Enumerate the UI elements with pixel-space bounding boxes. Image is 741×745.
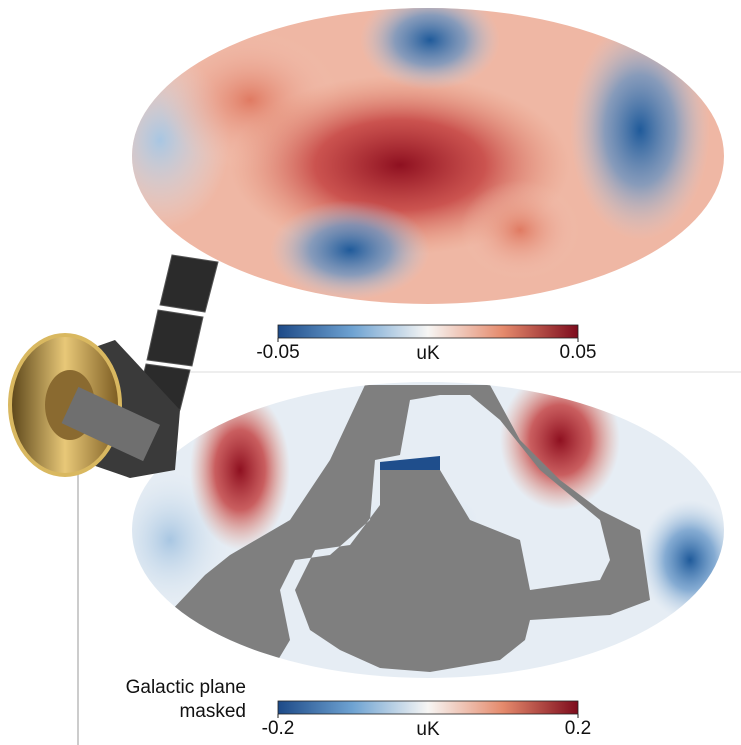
colorbar-label: uK [416, 719, 440, 740]
page: Galactic plane masked -0.05 0.05 uK -0.2 0.2… [0, 0, 741, 745]
colorbar-tick-label: -0.05 [256, 342, 299, 363]
colorbar [278, 701, 578, 714]
colorbar-tick-label: 0.05 [560, 342, 597, 363]
figure: Galactic plane masked -0.05 0.05 uK -0.2 0.2… [0, 0, 741, 745]
annotation: Galactic plane masked [126, 677, 246, 722]
annotation-line: Galactic plane [126, 677, 246, 698]
colorbar-tick-label: 0.2 [565, 718, 591, 739]
colorbar [278, 325, 578, 338]
sky-map-bottom [110, 370, 740, 690]
colorbar-label: uK [416, 343, 440, 364]
annotation-line: masked [179, 701, 246, 722]
colorbar-tick-label: -0.2 [262, 718, 295, 739]
